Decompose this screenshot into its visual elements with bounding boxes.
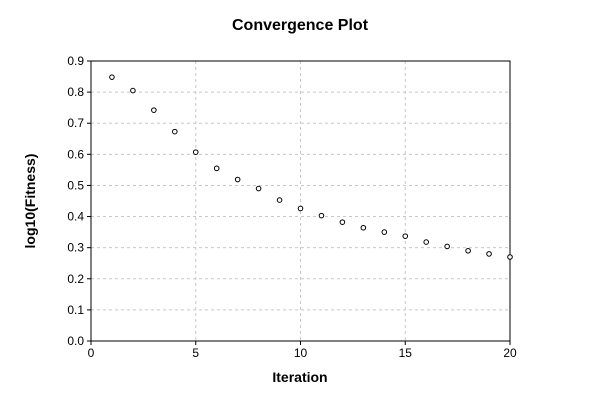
data-point (276, 197, 283, 203)
data-point (172, 128, 178, 135)
data-point (297, 205, 304, 212)
data-point (381, 229, 388, 235)
y-tick-label: 0.5 (67, 178, 84, 192)
data-point (444, 243, 450, 250)
data-point (130, 87, 136, 94)
data-point (318, 212, 325, 219)
data-point (423, 239, 430, 245)
y-tick-label: 0.9 (67, 54, 84, 68)
data-point (402, 233, 409, 239)
y-tick-label: 0.8 (67, 85, 84, 99)
chart-title: Convergence Plot (232, 17, 369, 34)
y-tick-label: 0.3 (67, 241, 84, 255)
y-tick-label: 0.7 (67, 116, 84, 130)
data-point (465, 247, 471, 254)
grid-lines (91, 61, 510, 341)
x-tick-label: 10 (294, 346, 308, 360)
x-tick-label: 20 (503, 346, 517, 360)
y-tick-label: 0.2 (67, 272, 84, 286)
data-point (255, 185, 262, 192)
data-point (213, 165, 220, 172)
y-axis-label: log10(Fitness) (22, 154, 38, 249)
data-point (234, 176, 241, 183)
data-point (507, 254, 513, 260)
data-point (339, 219, 346, 225)
x-tick-label: 0 (88, 346, 95, 360)
y-tick-label: 0.4 (67, 210, 84, 224)
y-tick-label: 0.1 (67, 303, 84, 317)
x-tick-label: 5 (192, 346, 199, 360)
data-points (109, 74, 513, 260)
data-point (109, 74, 115, 80)
y-tick-label: 0.0 (67, 334, 84, 348)
data-point (486, 251, 492, 257)
x-axis-ticks: 0 5 10 15 20 (88, 341, 517, 360)
data-point (151, 107, 157, 113)
x-tick-label: 15 (399, 346, 413, 360)
y-axis-ticks: 0.0 0.1 0.2 0.3 0.4 0.5 0.6 0.7 0.8 0.9 (67, 54, 91, 348)
y-tick-label: 0.6 (67, 147, 84, 161)
data-point (192, 149, 199, 155)
x-axis-label: Iteration (272, 369, 327, 385)
data-point (360, 224, 367, 231)
